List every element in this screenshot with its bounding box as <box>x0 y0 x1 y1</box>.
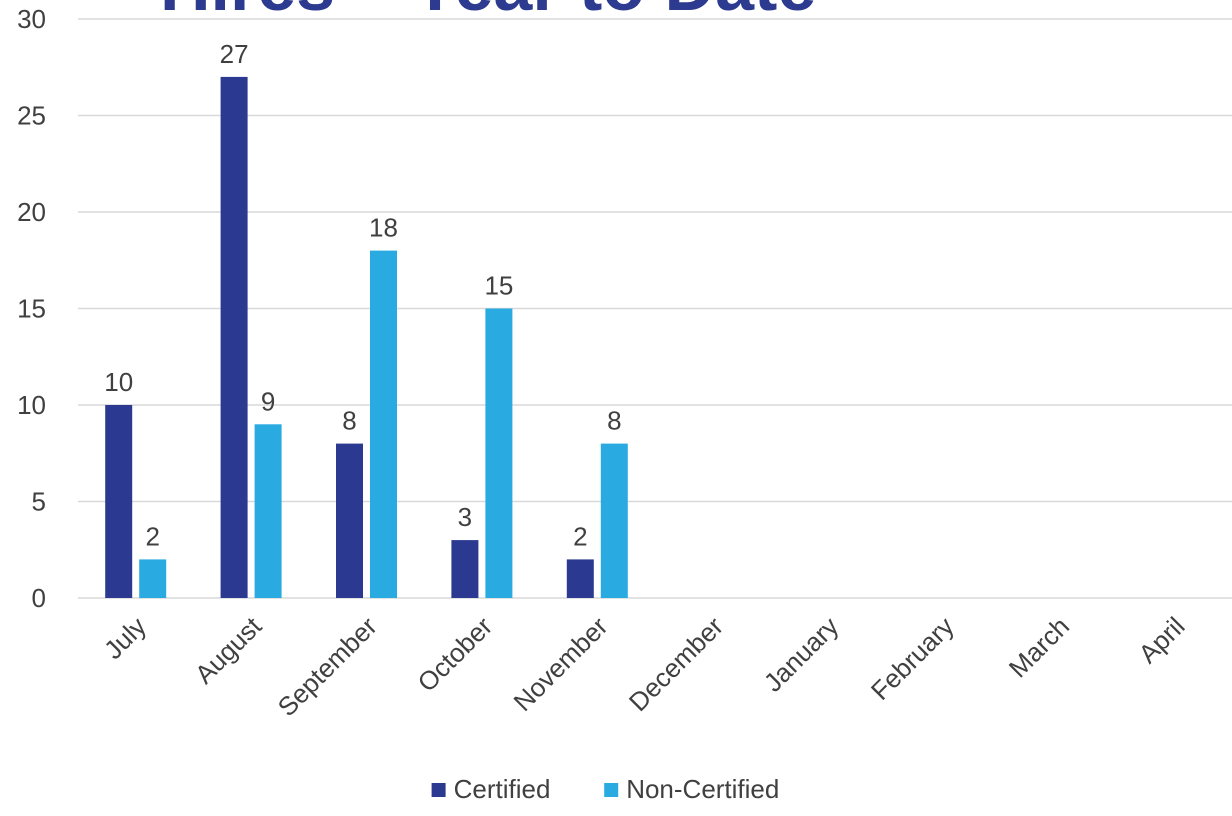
chart-title: Hires – Year to Date <box>160 0 816 25</box>
y-axis-ticks: 0 5 10 15 20 25 30 <box>17 4 46 613</box>
data-label: 10 <box>104 367 133 397</box>
y-tick-label: 10 <box>17 390 46 420</box>
y-tick-label: 20 <box>17 197 46 227</box>
data-label: 9 <box>261 386 275 416</box>
x-tick-label: February <box>865 611 960 706</box>
bar-non-certified-september <box>370 250 397 598</box>
y-tick-label: 0 <box>32 583 46 613</box>
x-axis-ticks: July August September October November Decemb… <box>98 610 1191 722</box>
bar-certified-august <box>220 76 248 598</box>
data-label: 3 <box>458 502 472 532</box>
legend-swatch-certified <box>431 783 446 797</box>
data-label: 8 <box>607 406 621 436</box>
legend-label: Non-Certified <box>626 774 779 804</box>
bar-certified-september <box>336 443 363 598</box>
data-label: 8 <box>342 406 356 436</box>
data-label: 27 <box>220 39 249 69</box>
x-tick-label: November <box>508 611 614 717</box>
data-label: 15 <box>484 271 513 301</box>
x-tick-label: September <box>272 611 383 722</box>
data-label: 2 <box>573 521 587 551</box>
legend-swatch-non-certified <box>604 783 619 797</box>
legend-label: Certified <box>454 774 551 804</box>
x-tick-label: August <box>189 610 268 689</box>
y-tick-label: 25 <box>17 101 46 131</box>
y-tick-label: 5 <box>32 487 46 517</box>
data-label: 18 <box>369 213 398 243</box>
bars <box>105 76 628 598</box>
bar-certified-november <box>566 559 594 598</box>
bar-non-certified-november <box>600 443 628 598</box>
gridlines <box>78 18 1232 599</box>
x-tick-label: July <box>98 611 152 665</box>
bar-non-certified-october <box>485 308 513 598</box>
x-tick-label: March <box>1003 611 1075 683</box>
data-labels: 10 2 27 9 8 18 3 15 2 8 <box>104 39 621 552</box>
x-tick-label: January <box>758 611 845 698</box>
x-tick-label: April <box>1133 611 1191 669</box>
y-tick-label: 15 <box>17 294 46 324</box>
x-tick-label: October <box>412 611 499 698</box>
bar-certified-october <box>451 540 479 598</box>
data-label: 2 <box>145 521 159 551</box>
bar-non-certified-july <box>139 559 167 598</box>
y-tick-label: 30 <box>17 4 46 34</box>
x-tick-label: December <box>623 611 729 717</box>
legend: Certified Non-Certified <box>431 774 779 804</box>
bar-non-certified-august <box>254 424 282 598</box>
bar-certified-july <box>105 405 133 598</box>
